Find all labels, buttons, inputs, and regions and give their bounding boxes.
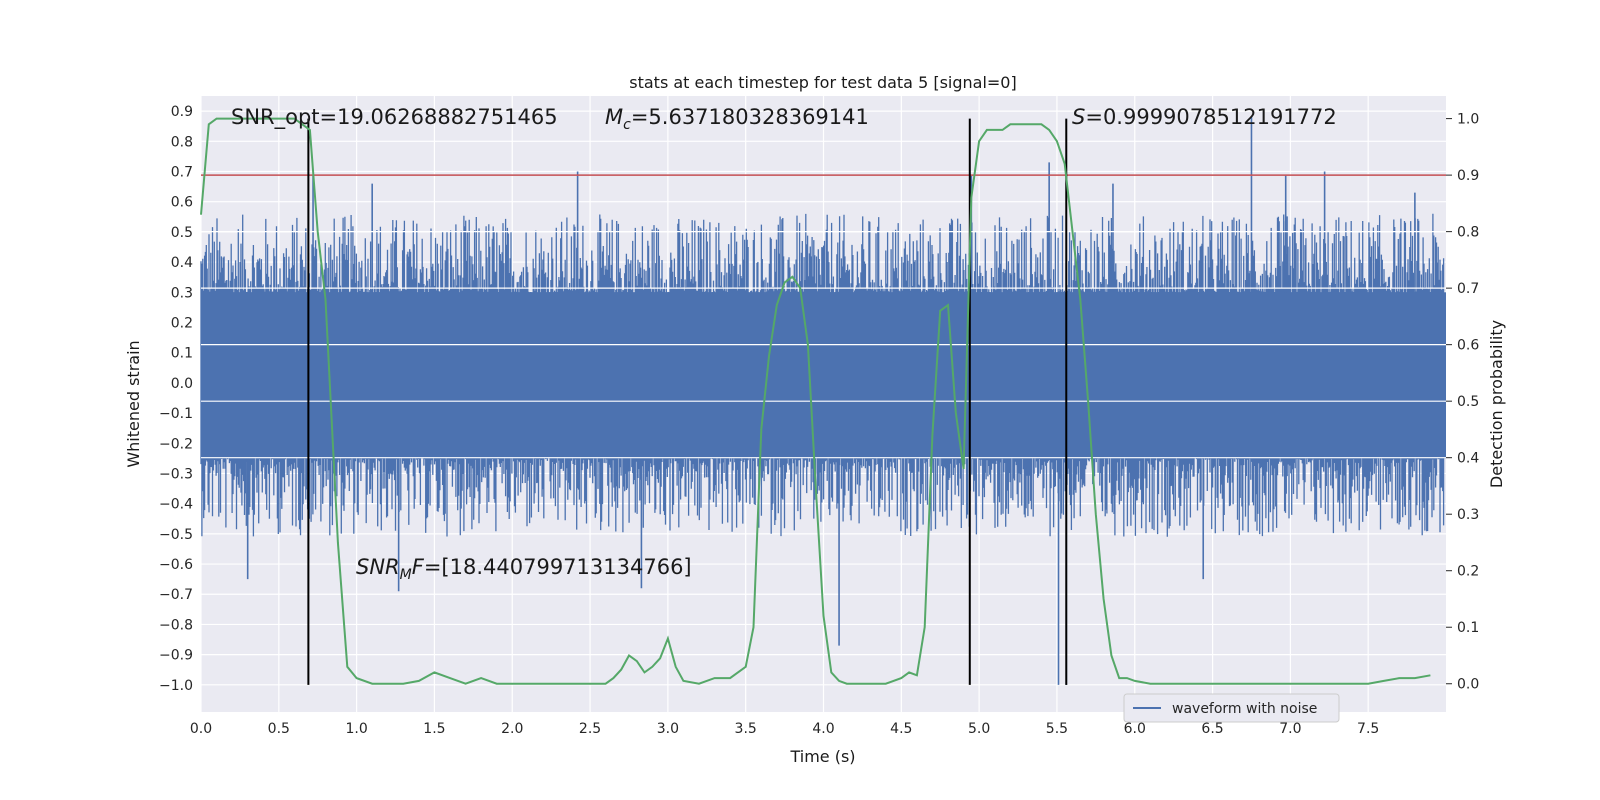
probability-line [200, 117, 1431, 685]
x-tick-label: 1.5 [423, 721, 445, 737]
left-y-tick-label: −0.6 [159, 557, 193, 573]
annotation-snr-opt: SNR_opt=19.06268882751465 [231, 105, 558, 130]
probability-series [200, 117, 1431, 685]
right-y-tick-label: 0.0 [1457, 677, 1479, 693]
left-y-tick-label: 0.3 [171, 285, 193, 301]
left-y-tick-label: −0.7 [159, 587, 193, 603]
left-y-tick-label: 0.8 [171, 134, 193, 150]
x-tick-label: 3.0 [657, 721, 679, 737]
left-y-tick-label: 0.1 [171, 346, 193, 362]
right-y-tick-label: 0.6 [1457, 338, 1479, 354]
left-y-tick-label: 0.9 [171, 104, 193, 120]
x-tick-label: 1.0 [345, 721, 367, 737]
legend: waveform with noise [1123, 693, 1340, 723]
left-y-tick-label: −0.9 [159, 648, 193, 664]
left-y-tick-label: −0.3 [159, 466, 193, 482]
chart-title: stats at each timestep for test data 5 [… [629, 73, 1016, 92]
x-tick-label: 2.0 [501, 721, 523, 737]
x-axis-ticks: 0.0 0.5 1.0 1.5 2.0 2.5 3.0 3.5 4.0 4.5 5.0 5.5 6.0 6… [190, 721, 1379, 737]
right-y-tick-label: 0.9 [1457, 168, 1479, 184]
right-y-tick-label: 0.5 [1457, 394, 1479, 410]
x-tick-label: 5.0 [968, 721, 990, 737]
x-tick-label: 0.5 [268, 721, 290, 737]
left-y-tick-label: 0.0 [171, 376, 193, 392]
annotation-snr-mf: SNRMF=[18.440799713134766] [356, 555, 692, 583]
left-y-tick-label: −0.4 [159, 497, 193, 513]
right-y-axis-label: Detection probability [1487, 320, 1506, 488]
x-tick-label: 4.0 [812, 721, 834, 737]
x-tick-label: 4.5 [890, 721, 912, 737]
right-y-tick-label: 0.2 [1457, 564, 1479, 580]
left-y-axis-ticks: 0.9 0.8 0.7 0.6 0.5 0.4 0.3 0.2 0.1 0.0 −0.1 −0.2 −0… [159, 104, 193, 694]
x-tick-label: 7.0 [1279, 721, 1301, 737]
annotation-chirp-mass: Mc=5.637180328369141 [605, 105, 869, 133]
overlay-lines [201, 118, 1446, 685]
left-y-tick-label: 0.4 [171, 255, 193, 271]
right-y-tick-label: 1.0 [1457, 112, 1479, 128]
x-tick-label: 5.5 [1046, 721, 1068, 737]
left-y-tick-label: 0.7 [171, 164, 193, 180]
x-tick-label: 0.0 [190, 721, 212, 737]
left-y-tick-label: 0.2 [171, 315, 193, 331]
x-tick-label: 3.5 [735, 721, 757, 737]
left-y-tick-label: −0.8 [159, 617, 193, 633]
right-y-tick-label: 0.8 [1457, 225, 1479, 241]
right-y-tick-label: 0.4 [1457, 451, 1479, 467]
left-y-tick-label: −1.0 [159, 678, 193, 694]
legend-label: waveform with noise [1172, 701, 1317, 717]
x-tick-label: 6.0 [1124, 721, 1146, 737]
x-tick-label: 7.5 [1357, 721, 1379, 737]
right-y-axis-ticks: 1.0 0.9 0.8 0.7 0.6 0.5 0.4 0.3 0.2 0.1 0.0 [1446, 112, 1479, 693]
waveform-series [200, 117, 1446, 685]
legend-box [1123, 693, 1340, 723]
x-axis-label: Time (s) [789, 747, 855, 766]
left-y-tick-label: −0.5 [159, 527, 193, 543]
left-y-tick-label: −0.1 [159, 406, 193, 422]
left-y-tick-label: 0.6 [171, 195, 193, 211]
left-y-tick-label: 0.5 [171, 225, 193, 241]
annotation-overlap: S=0.9999078512191772 [1072, 105, 1337, 129]
right-y-tick-label: 0.7 [1457, 281, 1479, 297]
left-y-axis-label: Whitened strain [124, 340, 143, 467]
right-y-tick-label: 0.3 [1457, 507, 1479, 523]
x-tick-label: 2.5 [579, 721, 601, 737]
x-tick-label: 6.5 [1201, 721, 1223, 737]
right-y-tick-label: 0.1 [1457, 620, 1479, 636]
left-y-tick-label: −0.2 [159, 436, 193, 452]
waveform-core-band [201, 292, 1446, 459]
